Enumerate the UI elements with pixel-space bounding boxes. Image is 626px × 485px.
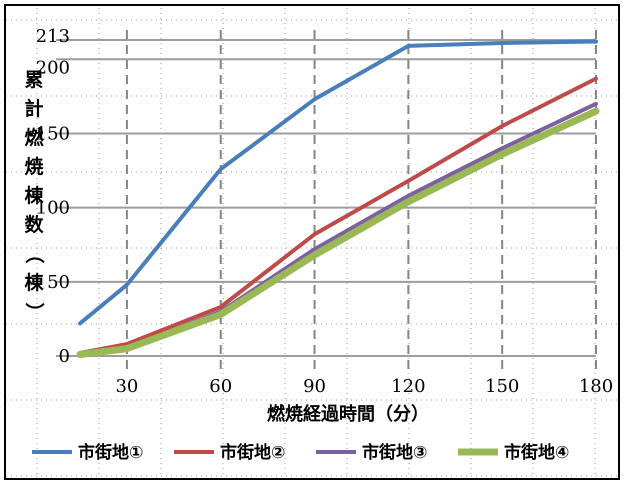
y-axis-label-char: ） — [23, 302, 46, 321]
x-tick-label: 30 — [115, 376, 138, 397]
y-axis-label-char: 計 — [24, 97, 43, 120]
x-axis-label: 燃焼経過時間（分） — [267, 403, 429, 425]
x-tick-label: 150 — [485, 376, 519, 397]
series-line-2 — [78, 76, 598, 355]
x-tick-label: 90 — [303, 376, 326, 397]
y-tick-label: 150 — [36, 123, 70, 144]
legend-label-1: 市街地① — [78, 442, 143, 463]
chart-frame — [4, 4, 620, 480]
legend-label-4: 市街地④ — [504, 442, 569, 463]
y-tick-label: 50 — [47, 272, 70, 293]
y-axis-label-char: 棟 — [24, 184, 44, 207]
y-axis-ticks: 0 50 100 150 200 213 — [36, 26, 70, 367]
y-tick-label: 213 — [36, 26, 70, 47]
y-axis-label-char: 燃 — [24, 126, 44, 149]
legend-label-3: 市街地③ — [362, 442, 427, 463]
legend-label-2: 市街地② — [220, 442, 285, 463]
y-tick-label: 100 — [36, 198, 70, 219]
y-axis-label-char: 焼 — [24, 155, 43, 178]
legend: 市街地① 市街地② 市街地③ 市街地④ — [32, 442, 569, 463]
series-line-1 — [78, 39, 598, 326]
y-axis-label-char: 棟 — [24, 271, 44, 294]
y-axis-label-char: 累 — [24, 69, 43, 91]
x-tick-label: 60 — [209, 376, 232, 397]
y-tick-label: 0 — [59, 346, 70, 367]
y-axis-label-char: （ — [23, 244, 46, 263]
series-line-4 — [76, 107, 600, 358]
x-axis-ticks: 30 60 90 120 150 180 — [115, 376, 613, 397]
x-tick-label: 120 — [391, 376, 425, 397]
x-tick-label: 180 — [579, 376, 613, 397]
y-tick-label: 200 — [36, 57, 70, 78]
y-axis-label-char: 数 — [24, 213, 44, 236]
series-lines — [76, 39, 600, 358]
series-line-3 — [78, 101, 598, 357]
